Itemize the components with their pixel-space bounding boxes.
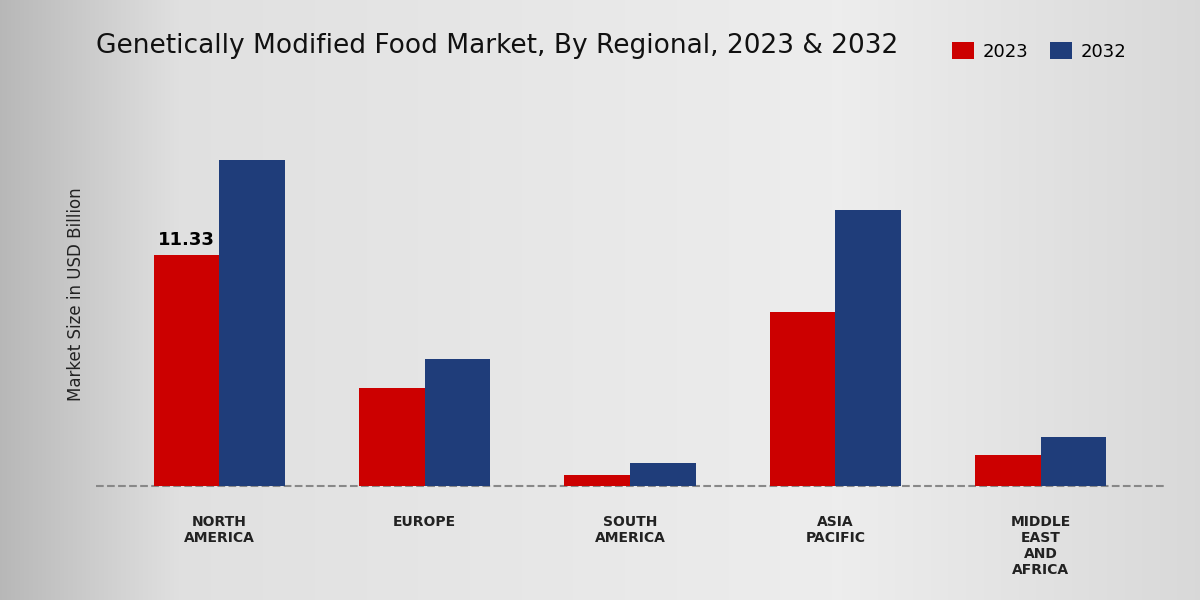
Bar [154,254,220,485]
Bar [630,463,696,485]
Text: 11.33: 11.33 [158,230,215,248]
Bar [564,475,630,485]
Bar [359,388,425,485]
Bar [220,160,284,485]
Bar [976,455,1040,485]
Bar [769,313,835,485]
Legend: 2023, 2032: 2023, 2032 [944,35,1134,68]
Text: Genetically Modified Food Market, By Regional, 2023 & 2032: Genetically Modified Food Market, By Reg… [96,33,899,59]
Bar [835,211,901,485]
Y-axis label: Market Size in USD Billion: Market Size in USD Billion [67,187,85,401]
Bar [425,359,491,485]
Bar [1040,437,1106,485]
